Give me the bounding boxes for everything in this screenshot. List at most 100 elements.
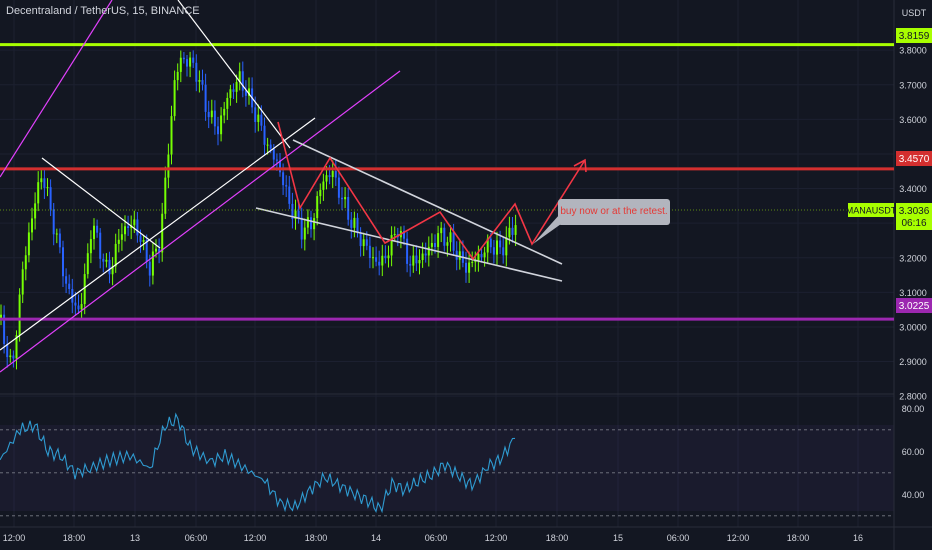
trendline-magenta-upper (0, 0, 113, 178)
candle-body (58, 233, 61, 248)
candle-body (182, 57, 185, 60)
candle-body (198, 80, 201, 82)
candle-body (161, 213, 164, 253)
candle-body (294, 210, 297, 220)
level-badge-red: 3.4570 (896, 151, 932, 166)
candle-body (449, 232, 452, 243)
time-tick-label: 14 (371, 533, 381, 543)
candle-body (226, 97, 229, 109)
candle-body (437, 233, 440, 247)
time-tick-label: 18:00 (305, 533, 328, 543)
candle-body (365, 239, 368, 246)
candle-body (499, 240, 502, 248)
candle-body (192, 57, 195, 63)
current-price-label: 3.3036 (899, 206, 930, 217)
candle-body (356, 217, 359, 233)
candle-body (139, 235, 142, 242)
candle-body (387, 255, 390, 259)
time-tick-label: 12:00 (3, 533, 26, 543)
candle-body (99, 232, 102, 259)
symbol-label: MANAUSDT (846, 206, 897, 216)
candle-body (127, 226, 130, 229)
candle-body (151, 251, 154, 276)
candle-body (319, 189, 322, 197)
candle-body (279, 160, 281, 173)
candle-body (275, 159, 278, 161)
candle-body (201, 80, 204, 85)
countdown-label: 06:16 (901, 218, 926, 229)
candle-body (310, 217, 312, 230)
level-label-purple: 3.0225 (899, 301, 930, 312)
candle-body (6, 343, 9, 358)
candle-body (362, 239, 365, 247)
candle-body (3, 314, 6, 344)
candle-body (337, 177, 340, 198)
candle-body (31, 218, 33, 233)
candle-body (108, 259, 111, 275)
time-tick-label: 12:00 (485, 533, 508, 543)
rsi-tick-label: 60.00 (902, 447, 925, 457)
candle-body (254, 107, 257, 122)
candle-body (334, 171, 337, 178)
candle-body (300, 217, 303, 240)
price-tick-label: 3.2000 (899, 253, 927, 263)
candle-body (34, 203, 37, 219)
candle-body (164, 177, 167, 214)
candle-body (65, 276, 68, 284)
rsi-line (0, 412, 516, 514)
candle-body (43, 178, 46, 188)
candle-body (241, 71, 244, 91)
candle-body (18, 294, 21, 336)
trendline-magenta-lower (0, 70, 401, 373)
candle-body (207, 111, 210, 118)
candle-body (443, 227, 446, 246)
candle-body (421, 253, 424, 261)
candle-body (244, 90, 247, 96)
arrow-head (573, 158, 587, 173)
candle-body (145, 240, 148, 262)
candle-body (40, 178, 43, 183)
candle-body (167, 154, 170, 178)
candle-body (446, 242, 449, 246)
time-tick-label: 18:00 (63, 533, 86, 543)
candle-body (136, 219, 139, 236)
candle-body (49, 187, 52, 210)
candle-body (325, 175, 328, 182)
candle-body (269, 144, 272, 149)
projection-path[interactable] (277, 121, 587, 261)
candle-body (105, 259, 108, 262)
level-label-green: 3.8159 (899, 31, 930, 42)
time-tick-label: 12:00 (727, 533, 750, 543)
candle-body (189, 57, 192, 67)
rsi-band (0, 425, 894, 511)
candle-body (406, 238, 409, 264)
candle-body (21, 269, 24, 295)
rsi-indicator (0, 412, 894, 517)
candle-body (489, 238, 492, 248)
candle-body (170, 116, 173, 155)
candle-body (27, 232, 30, 256)
annotation-callout[interactable]: buy now or at the retest. (558, 199, 670, 225)
time-tick-label: 06:00 (185, 533, 208, 543)
candle-body (263, 125, 266, 145)
candle-body (344, 197, 347, 200)
candle-body (347, 197, 350, 220)
candle-body (232, 89, 235, 92)
candle-body (440, 227, 443, 234)
trendline-drawings[interactable] (0, 0, 563, 373)
trendline-white-resistance (177, 0, 291, 149)
candle-body (235, 82, 238, 92)
candle-body (486, 238, 489, 253)
candle-body (508, 227, 511, 238)
candle-body (260, 114, 263, 126)
wedge-upper-line (292, 139, 563, 265)
candle-body (415, 255, 418, 264)
candle-body (71, 288, 74, 303)
candle-body (393, 233, 396, 236)
candle-body (496, 240, 498, 255)
candle-body (511, 227, 514, 235)
candle-body (350, 219, 353, 228)
candle-body (62, 247, 64, 277)
candle-body (186, 59, 188, 67)
